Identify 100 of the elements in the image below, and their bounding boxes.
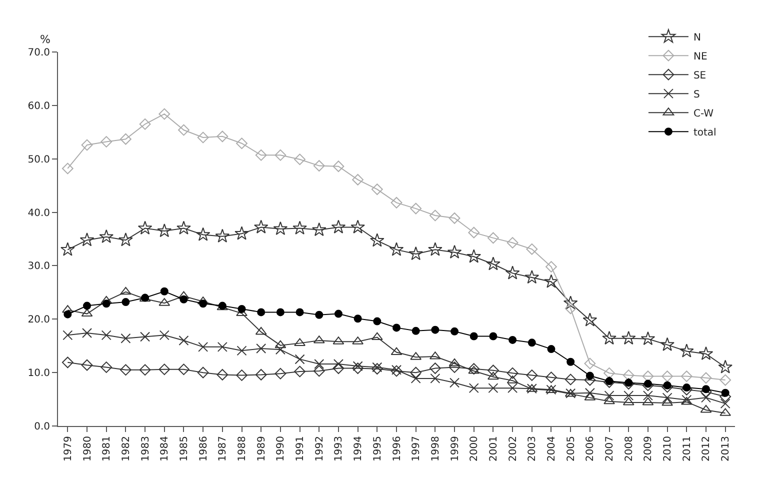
point (314, 359, 324, 370)
x-tick-label: 1979 (62, 436, 74, 462)
point (622, 397, 634, 406)
point (312, 222, 326, 236)
point (331, 220, 346, 234)
x-tick-label: 1999 (450, 436, 461, 462)
point (120, 133, 132, 145)
point (526, 243, 538, 255)
point (622, 370, 634, 381)
point (410, 373, 421, 384)
point (546, 384, 556, 395)
point (100, 296, 112, 304)
point (468, 363, 480, 375)
x-tick-label: 2000 (469, 436, 480, 462)
point (140, 332, 150, 342)
point (274, 368, 286, 380)
point (621, 330, 636, 345)
point (700, 404, 712, 413)
point (582, 312, 598, 326)
point (720, 374, 732, 386)
point (276, 308, 284, 316)
x-tick-label: 1983 (140, 436, 152, 462)
point (428, 242, 442, 256)
point (255, 369, 267, 380)
x-tick-label: 1988 (237, 436, 248, 462)
point (680, 396, 692, 405)
point (64, 310, 72, 318)
legend-label: NE (693, 51, 708, 62)
x-tick-label: 1998 (430, 436, 442, 462)
point (524, 270, 540, 284)
y-tick-label: 30.0 (28, 261, 50, 272)
point (197, 132, 209, 144)
y-axis-title: % (40, 33, 50, 46)
x-tick-label: 1980 (82, 436, 94, 462)
point (508, 383, 518, 394)
y-tick-label: 0.0 (34, 422, 50, 432)
point (180, 295, 188, 304)
point (198, 342, 208, 352)
point (333, 359, 344, 370)
point (622, 378, 634, 390)
point (718, 360, 732, 374)
point (468, 226, 480, 238)
point (196, 227, 210, 241)
point (238, 304, 246, 313)
point (294, 154, 306, 166)
point (199, 300, 208, 308)
point (431, 326, 440, 334)
point (80, 232, 94, 246)
y-tick-label: 10.0 (28, 368, 50, 380)
x-tick-label: 1985 (178, 436, 190, 462)
point (390, 347, 402, 356)
point (296, 308, 304, 316)
x-tick-label: 2001 (488, 436, 500, 462)
legend-label: C-W (693, 108, 714, 120)
point (178, 336, 189, 346)
point (373, 317, 382, 326)
point (410, 366, 422, 378)
point (101, 330, 112, 340)
point (120, 286, 132, 295)
point (505, 266, 520, 280)
legend-label: N (693, 32, 701, 44)
point (120, 333, 131, 344)
y-tick-label: 60.0 (28, 100, 50, 112)
point (138, 220, 152, 234)
point (564, 374, 576, 386)
point (62, 162, 74, 174)
point (604, 390, 614, 401)
x-tick-label: 2011 (682, 436, 693, 462)
point (354, 314, 362, 323)
point (334, 310, 342, 318)
x-tick-label: 2012 (701, 436, 712, 462)
point (371, 184, 383, 196)
legend-label: total (693, 127, 716, 138)
point (526, 384, 537, 394)
point (62, 330, 73, 340)
x-tick-label: 1991 (295, 436, 306, 462)
x-tick-label: 2005 (566, 436, 577, 462)
point (236, 138, 248, 150)
x-tick-label: 1986 (198, 436, 210, 462)
legend-label: S (693, 89, 700, 100)
x-tick-label: 1994 (353, 436, 364, 462)
point (412, 326, 420, 335)
point (100, 136, 112, 148)
point (352, 361, 363, 372)
point (118, 232, 133, 246)
point (526, 370, 538, 381)
point (470, 332, 478, 340)
point (99, 229, 114, 244)
point (371, 332, 383, 340)
point (563, 296, 578, 310)
point (274, 340, 286, 348)
point (372, 362, 382, 372)
point (466, 249, 482, 263)
point (448, 212, 460, 224)
point (390, 196, 402, 208)
point (139, 118, 151, 130)
point (83, 302, 92, 310)
point (160, 287, 168, 296)
point (488, 232, 499, 244)
point (450, 327, 459, 336)
